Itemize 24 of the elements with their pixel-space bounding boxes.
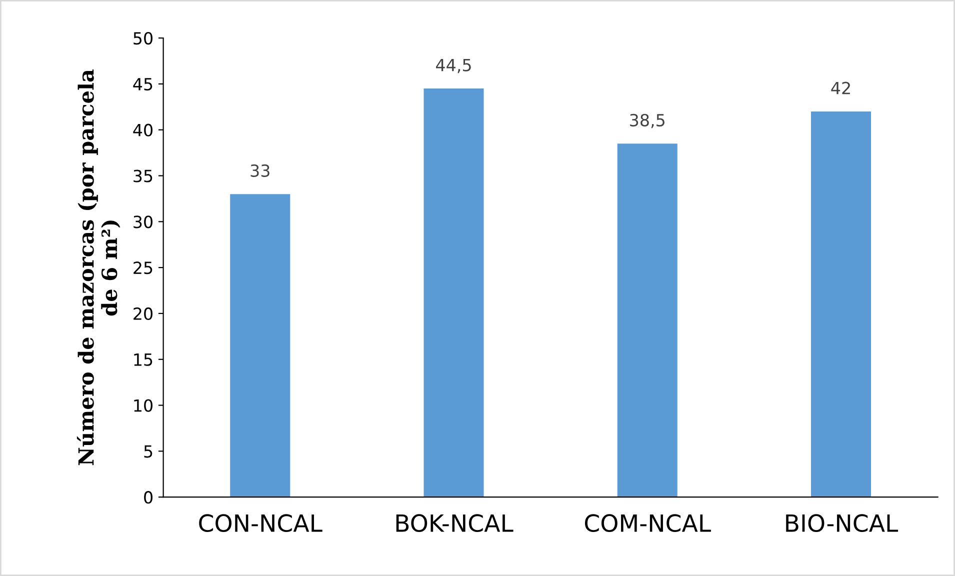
y-tick-label: 20	[134, 307, 152, 320]
data-label: 42	[831, 82, 850, 94]
y-tick-label: 25	[134, 262, 152, 274]
y-tick-label: 0	[144, 491, 152, 504]
x-tick-label: COM-NCAL	[584, 514, 711, 532]
data-label: 38,5	[630, 114, 664, 128]
y-tick-label: 45	[133, 78, 152, 90]
y-tick-label: 50	[134, 32, 152, 45]
y-tick-label: 5	[144, 445, 152, 458]
bar	[230, 194, 290, 498]
x-tick-label: BIO-NCAL	[786, 514, 898, 532]
x-tick-label: BOK-NCAL	[396, 514, 514, 532]
bar	[424, 88, 484, 498]
y-tick-label: 35	[134, 170, 152, 182]
y-tick-label: 10	[134, 399, 152, 412]
y-axis-title: Número de mazorcas (por parcela de 6 m²)	[76, 70, 120, 466]
data-label: 33	[250, 164, 270, 177]
y-tick-label: 15	[134, 354, 152, 366]
bar	[617, 144, 678, 498]
bar	[810, 111, 872, 498]
data-label: 44,5	[436, 59, 471, 74]
y-tick-label: 40	[133, 124, 152, 136]
x-tick-label: CON-NCAL	[199, 514, 322, 532]
y-tick-label: 30	[134, 216, 152, 228]
